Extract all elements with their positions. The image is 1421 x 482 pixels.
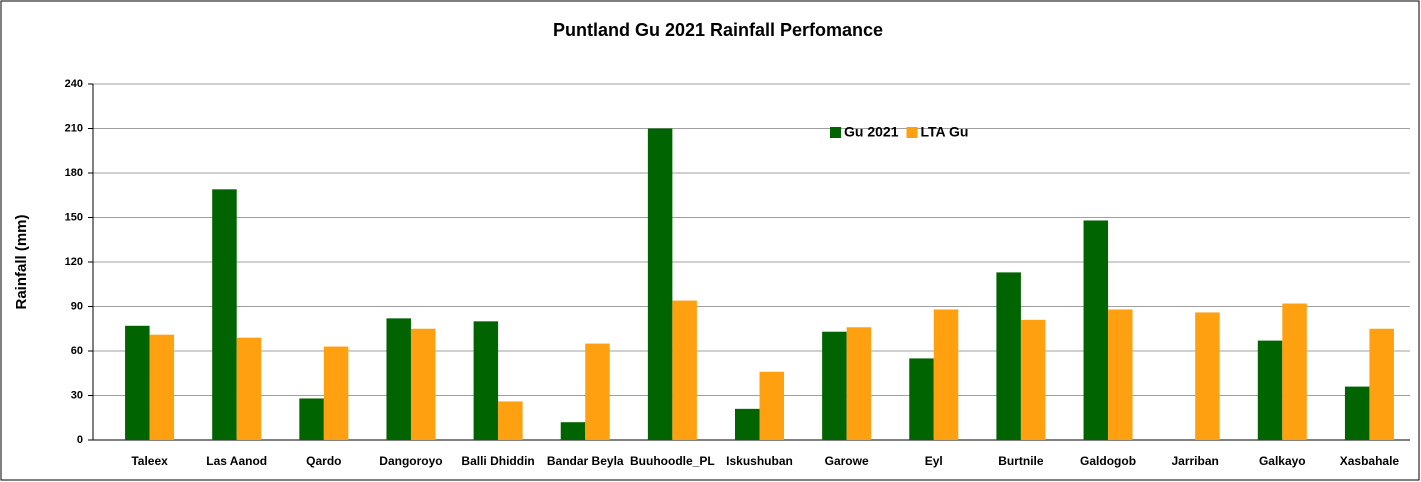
bar xyxy=(647,128,673,440)
x-tick-label: Galkayo xyxy=(1259,454,1306,468)
x-tick-label: Jarriban xyxy=(1171,454,1218,468)
bar xyxy=(933,309,959,440)
bar xyxy=(149,334,175,440)
bar xyxy=(125,325,150,440)
y-tick-label: 90 xyxy=(71,300,83,312)
bar xyxy=(473,321,499,440)
x-tick-label: Galdogob xyxy=(1080,454,1136,468)
bar xyxy=(1257,340,1283,440)
bar xyxy=(1369,328,1394,440)
x-tick-label: Iskushuban xyxy=(726,454,793,468)
bar xyxy=(410,328,436,440)
y-tick-label: 180 xyxy=(65,167,83,179)
bar xyxy=(585,343,610,440)
bar xyxy=(909,358,934,440)
x-tick-label: Taleex xyxy=(131,454,168,468)
bar xyxy=(672,300,697,440)
x-tick-label: Garowe xyxy=(825,454,869,468)
x-tick-label: Xasbahale xyxy=(1340,454,1400,468)
bar xyxy=(212,189,237,440)
bar xyxy=(996,272,1021,440)
x-tick-label: Las Aanod xyxy=(206,454,267,468)
y-tick-label: 210 xyxy=(65,122,83,134)
bar xyxy=(1020,319,1046,440)
bar xyxy=(386,318,411,440)
bar xyxy=(299,398,324,440)
legend-label: Gu 2021 xyxy=(844,124,899,140)
y-tick-label: 30 xyxy=(71,389,83,401)
bar xyxy=(498,401,523,440)
y-axis-title: Rainfall (mm) xyxy=(13,214,30,309)
x-tick-label: Qardo xyxy=(306,454,341,468)
bar xyxy=(1195,312,1220,440)
y-tick-label: 120 xyxy=(65,256,83,268)
legend-label: LTA Gu xyxy=(920,124,968,140)
bar xyxy=(1344,386,1370,440)
chart-title: Puntland Gu 2021 Rainfall Perfomance xyxy=(553,20,883,40)
y-tick-label: 60 xyxy=(71,345,83,357)
bar xyxy=(1108,309,1133,440)
x-tick-label: Buuhoodle_PL xyxy=(630,454,715,468)
bar xyxy=(735,408,760,440)
bar xyxy=(560,422,586,440)
bar xyxy=(236,337,262,440)
y-tick-label: 0 xyxy=(77,434,83,446)
bar xyxy=(846,327,872,440)
x-tick-label: Balli Dhiddin xyxy=(461,454,534,468)
bar xyxy=(759,371,784,440)
y-tick-label: 240 xyxy=(65,78,83,90)
legend-swatch xyxy=(830,127,841,138)
bar xyxy=(1282,303,1307,440)
x-tick-label: Burtnile xyxy=(998,454,1044,468)
x-tick-label: Dangoroyo xyxy=(379,454,442,468)
x-tick-label: Bandar Beyla xyxy=(547,454,624,468)
x-tick-label: Eyl xyxy=(925,454,943,468)
legend-swatch xyxy=(906,127,918,138)
bar xyxy=(1083,220,1109,440)
bar xyxy=(323,346,349,440)
bar xyxy=(822,331,847,440)
y-tick-label: 150 xyxy=(65,211,83,223)
